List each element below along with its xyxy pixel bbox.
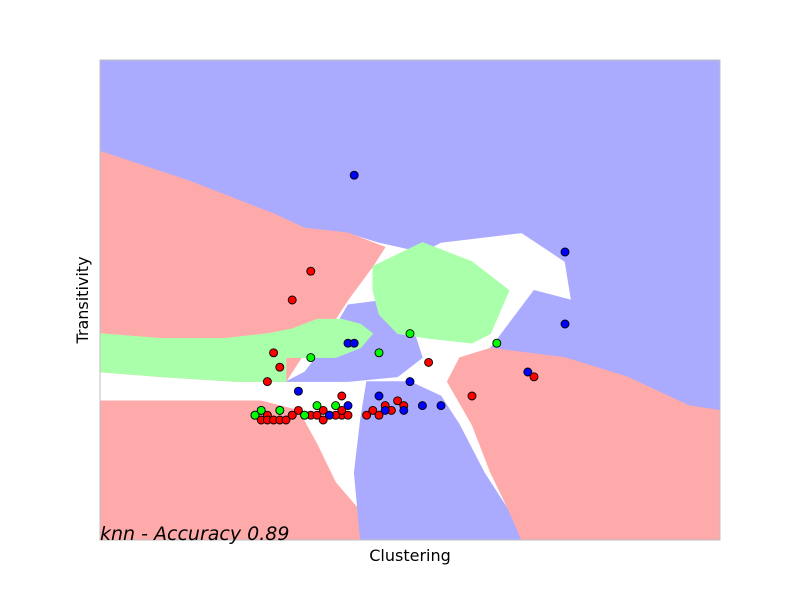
data-point-red-34: [337, 405, 347, 415]
data-point-red-36: [374, 410, 384, 420]
data-point-blue-14: [324, 410, 334, 420]
data-point-red-0: [287, 295, 297, 305]
data-point-blue-1: [560, 247, 570, 257]
data-point-green-8: [331, 401, 341, 411]
data-point-blue-11: [523, 367, 533, 377]
plot-frame: [99, 59, 721, 541]
data-point-green-0: [306, 353, 316, 363]
scatter-points: [250, 170, 570, 425]
data-point-red-10: [393, 396, 403, 406]
data-point-green-1: [374, 348, 384, 358]
data-point-green-7: [312, 401, 322, 411]
data-point-blue-4: [349, 338, 359, 348]
data-point-blue-9: [417, 401, 427, 411]
data-point-red-4: [262, 377, 272, 387]
data-point-red-2: [269, 348, 279, 358]
data-point-green-2: [405, 329, 415, 339]
data-point-green-3: [492, 338, 502, 348]
data-point-blue-2: [560, 319, 570, 329]
data-point-red-30: [312, 410, 322, 420]
data-point-red-3: [275, 362, 285, 372]
data-point-blue-7: [374, 391, 384, 401]
data-point-blue-6: [405, 377, 415, 387]
x-axis-label: Clustering: [369, 546, 451, 565]
data-point-blue-12: [343, 401, 353, 411]
data-point-red-8: [337, 391, 347, 401]
data-point-blue-0: [349, 170, 359, 180]
data-point-red-12: [368, 405, 378, 415]
data-point-red-31: [318, 415, 328, 425]
data-point-red-27: [287, 410, 297, 420]
data-point-blue-5: [293, 386, 303, 396]
data-point-red-28: [293, 405, 303, 415]
data-point-red-13: [362, 410, 372, 420]
data-point-green-4: [256, 405, 266, 415]
decision-region-green-3: [372, 242, 510, 344]
accuracy-annotation: knn - Accuracy 0.89: [100, 523, 289, 545]
data-point-red-15: [318, 405, 328, 415]
data-point-red-6: [467, 391, 477, 401]
y-axis-label: Transitivity: [73, 256, 92, 344]
data-point-blue-13: [380, 405, 390, 415]
data-point-red-5: [424, 357, 434, 367]
data-point-blue-10: [436, 401, 446, 411]
decision-region-green-4: [100, 318, 374, 382]
data-point-red-1: [306, 266, 316, 276]
data-point-green-5: [275, 405, 285, 415]
decision-regions: [100, 60, 720, 540]
data-point-blue-8: [399, 405, 409, 415]
data-point-red-26: [281, 415, 291, 425]
data-point-red-35: [343, 410, 353, 420]
data-point-green-9: [250, 410, 260, 420]
decision-region-red-7: [446, 347, 720, 540]
data-point-green-6: [300, 410, 310, 420]
data-point-red-7: [529, 372, 539, 382]
